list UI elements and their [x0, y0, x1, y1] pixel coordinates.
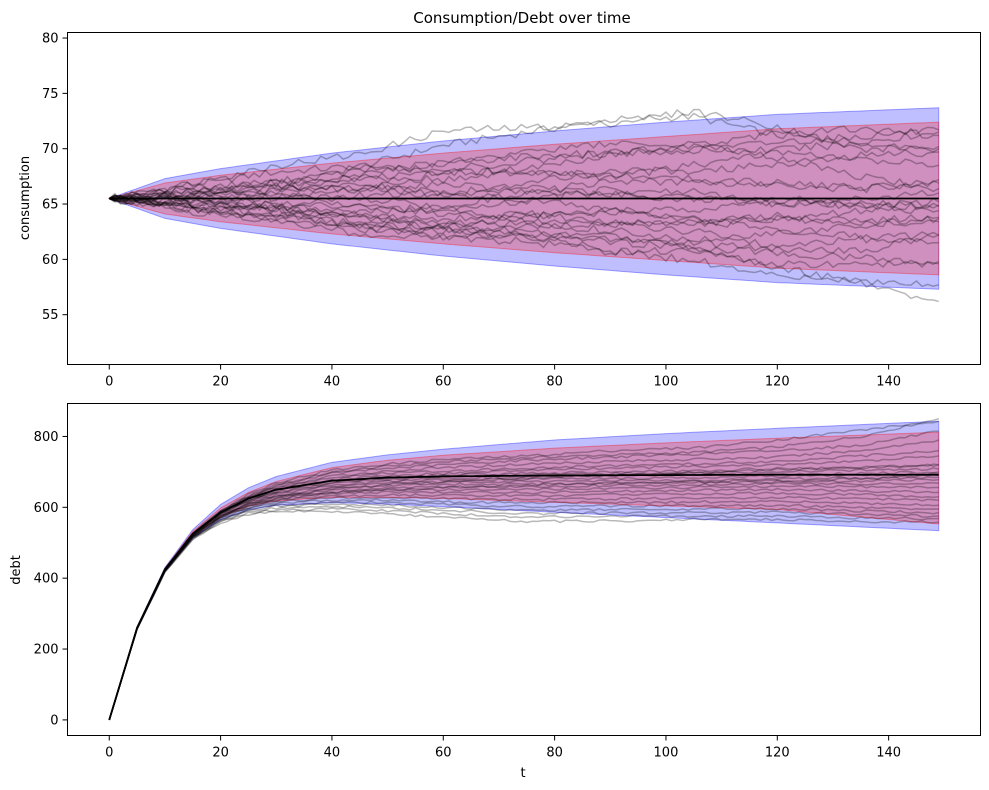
debt-axis-ticks: 0 20 40 60 80 100 120 140 0 200 400 600 800 — [34, 430, 901, 761]
debt-x-axis-label: t — [520, 766, 525, 781]
debt-x-tick-label: 60 — [435, 746, 452, 761]
consumption-sample-path — [109, 185, 940, 215]
debt-sample-path — [108, 487, 939, 721]
debt-axes-frame — [67, 403, 981, 736]
consumption-x-tick-label: 100 — [654, 375, 679, 390]
debt-x-tick-label: 120 — [765, 746, 790, 761]
debt-mean-line — [108, 473, 939, 721]
consumption-sample-path — [109, 188, 940, 215]
debt-x-tick-label: 140 — [876, 746, 901, 761]
debt-sample-path — [108, 500, 939, 721]
debt-sample-path — [108, 505, 939, 721]
consumption-sample-path — [109, 189, 940, 215]
consumption-y-tick-label: 65 — [42, 198, 59, 213]
consumption-sample-path — [109, 195, 939, 243]
consumption-sample-path — [109, 196, 939, 303]
consumption-x-tick-label: 40 — [324, 375, 341, 390]
consumption-x-tick-label: 120 — [765, 375, 790, 390]
consumption-x-tick-label: 140 — [876, 375, 901, 390]
consumption-y-tick-label: 80 — [42, 32, 59, 47]
consumption-sample-path — [108, 195, 940, 255]
debt-sample-path — [108, 491, 939, 721]
consumption-sample-path — [109, 197, 939, 288]
debt-sample-path — [108, 474, 939, 721]
debt-x-tick-label: 100 — [654, 746, 679, 761]
debt-sample-path — [108, 420, 939, 721]
consumption-sample-path — [109, 125, 939, 202]
debt-y-tick-label: 600 — [34, 501, 59, 516]
consumption-x-tick-label: 0 — [105, 375, 113, 390]
debt-sample-path — [108, 478, 939, 721]
consumption-chart: Consumption/Debt over time consumption 0… — [18, 9, 981, 390]
consumption-sample-path — [108, 141, 940, 202]
debt-sample-path — [108, 498, 939, 721]
debt-plot-area — [108, 418, 940, 721]
debt-y-tick-label: 200 — [34, 643, 59, 658]
consumption-plot-area — [107, 107, 940, 303]
consumption-y-tick-label: 60 — [42, 253, 59, 268]
debt-band-mid — [108, 431, 940, 721]
consumption-sample-path — [108, 148, 939, 204]
debt-x-tick-label: 80 — [546, 746, 563, 761]
debt-sample-path — [108, 439, 939, 721]
consumption-y-tick-label: 55 — [42, 308, 59, 323]
consumption-sample-path — [108, 194, 940, 266]
debt-sample-path — [108, 418, 939, 721]
debt-sample-path — [108, 470, 939, 721]
consumption-sample-path — [108, 177, 940, 203]
consumption-y-tick-label: 75 — [42, 87, 59, 102]
debt-y-tick-label: 800 — [34, 430, 59, 445]
debt-sample-path — [108, 430, 939, 721]
consumption-sample-path — [108, 194, 939, 228]
consumption-axis-ticks: 0 20 40 60 80 100 120 140 55 60 65 70 75 80 — [42, 32, 901, 390]
debt-sample-path — [108, 503, 939, 721]
consumption-sample-path — [108, 108, 940, 201]
consumption-sample-path — [108, 167, 940, 202]
debt-x-tick-label: 0 — [105, 746, 113, 761]
debt-sample-path — [108, 463, 939, 721]
debt-sample-path — [108, 495, 939, 721]
debt-sample-path — [108, 481, 939, 721]
consumption-x-tick-label: 60 — [435, 375, 452, 390]
debt-sample-path — [108, 472, 939, 721]
consumption-sample-path — [108, 197, 939, 249]
consumption-axes-frame — [67, 32, 981, 365]
consumption-sample-path — [108, 112, 939, 200]
consumption-sample-path — [108, 196, 940, 241]
debt-sample-path — [108, 484, 939, 721]
debt-sample-path — [108, 507, 939, 721]
consumption-y-axis-label: consumption — [18, 156, 33, 240]
debt-y-tick-label: 0 — [50, 713, 58, 728]
consumption-sample-path — [109, 126, 940, 200]
consumption-chart-title: Consumption/Debt over time — [413, 9, 630, 27]
consumption-x-tick-label: 80 — [546, 375, 563, 390]
debt-x-tick-label: 40 — [324, 746, 341, 761]
consumption-x-tick-label: 20 — [212, 375, 229, 390]
debt-sample-path — [108, 509, 939, 721]
debt-x-tick-label: 20 — [212, 746, 229, 761]
debt-sample-path — [108, 475, 939, 721]
consumption-y-tick-label: 70 — [42, 142, 59, 157]
consumption-sample-path — [108, 149, 939, 202]
debt-chart: debt t 0 20 40 60 80 100 120 140 0 200 400 600 800 — [9, 403, 981, 781]
debt-y-tick-label: 400 — [34, 572, 59, 587]
debt-band-population — [108, 420, 940, 721]
debt-y-axis-label: debt — [9, 555, 24, 585]
consumption-sample-path — [109, 184, 940, 210]
consumption-sample-path — [108, 197, 939, 269]
consumption-sample-path — [109, 140, 940, 203]
consumption-sample-path — [109, 197, 939, 225]
